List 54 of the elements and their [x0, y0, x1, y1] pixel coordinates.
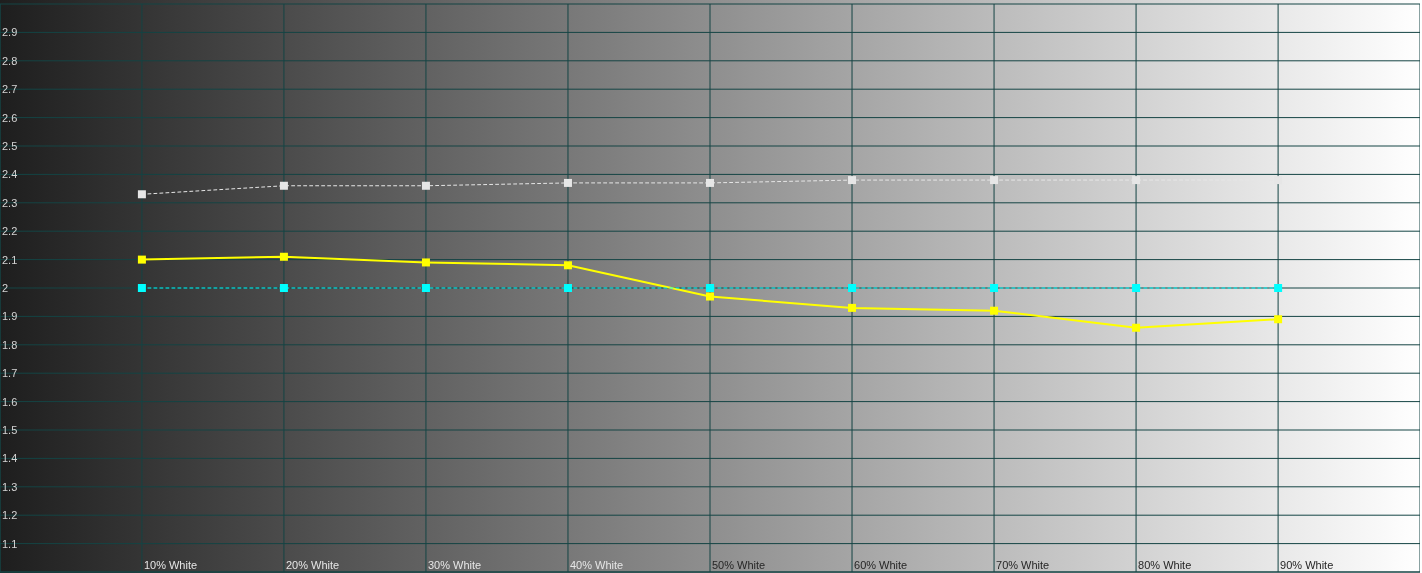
point: [279, 181, 288, 190]
x-tick-label: 70% White: [996, 559, 1050, 571]
x-tick-label: 60% White: [854, 559, 908, 571]
y-tick-label: 2.8: [2, 54, 18, 67]
y-tick-label: 1.1: [2, 537, 18, 550]
y-tick-label: 1.4: [2, 452, 18, 465]
x-tick-label: 50% White: [712, 559, 766, 571]
y-tick-label: 2.1: [2, 253, 18, 266]
point: [279, 252, 288, 261]
x-tick-label: 10% White: [143, 559, 198, 571]
point: [1132, 284, 1141, 292]
point: [1274, 315, 1283, 324]
point: [421, 258, 430, 267]
y-tick-label: 2.6: [2, 111, 18, 124]
point: [848, 284, 857, 292]
point: [706, 178, 714, 187]
x-tick-label: 20% White: [285, 559, 340, 571]
point: [279, 284, 288, 292]
y-tick-label: 1.3: [2, 480, 18, 493]
y-tick-label: 1.6: [2, 395, 18, 408]
point: [421, 181, 430, 190]
point: [990, 306, 999, 315]
y-tick-label: 2.7: [2, 83, 18, 96]
point: [990, 284, 999, 292]
point: [563, 261, 572, 270]
y-tick-label: 2.5: [2, 139, 18, 152]
x-tick-label: 40% White: [569, 559, 624, 571]
point: [563, 284, 572, 292]
point: [1132, 323, 1141, 332]
point: [990, 176, 999, 185]
point: [1132, 176, 1141, 185]
y-tick-label: 2.3: [2, 196, 18, 209]
y-tick-label: 1.9: [2, 310, 18, 323]
y-tick-label: 2.4: [2, 168, 18, 181]
point: [421, 284, 430, 292]
y-tick-label: 2.2: [2, 225, 18, 238]
y-tick-label: 1.7: [2, 367, 18, 380]
y-tick-label: 1.5: [2, 423, 18, 436]
point: [137, 255, 146, 264]
point: [706, 292, 714, 301]
point: [137, 284, 146, 292]
y-tick-label: 1.8: [2, 338, 18, 351]
point: [563, 178, 572, 187]
point: [848, 303, 857, 312]
y-tick-label: 2: [2, 281, 9, 294]
y-tick-label: 1.2: [2, 509, 18, 522]
point: [848, 176, 857, 185]
y-tick-label: 2.9: [2, 26, 18, 39]
x-tick-label: 30% White: [427, 559, 482, 571]
point: [137, 190, 146, 199]
point: [1274, 284, 1283, 292]
x-tick-label: 90% White: [1280, 559, 1334, 571]
x-tick-label: 80% White: [1138, 559, 1192, 571]
point: [706, 284, 714, 292]
